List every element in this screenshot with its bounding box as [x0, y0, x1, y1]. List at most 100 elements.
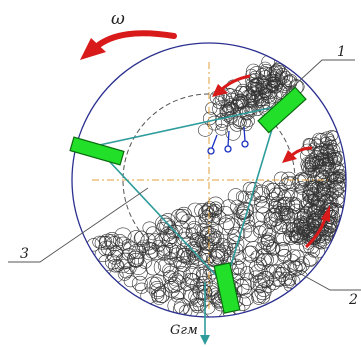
- grinding-ball: [302, 254, 317, 268]
- grinding-ball: [157, 240, 174, 257]
- grinding-ball: [111, 259, 125, 273]
- grinding-ball: [292, 218, 306, 235]
- grinding-ball: [219, 105, 235, 122]
- grinding-ball: [319, 193, 334, 209]
- grinding-ball: [253, 225, 267, 238]
- grinding-ball: [274, 206, 288, 220]
- grinding-ball: [129, 248, 145, 265]
- grinding-ball: [264, 252, 279, 266]
- grinding-ball: [268, 271, 287, 287]
- grinding-ball: [207, 223, 224, 238]
- grinding-ball: [212, 210, 227, 225]
- grinding-ball: [188, 289, 203, 304]
- callout-leaders: [8, 59, 361, 291]
- grinding-ball: [230, 199, 245, 215]
- grinding-ball: [258, 66, 272, 80]
- grinding-ball: [115, 252, 133, 270]
- gravity-force-arrow: [200, 282, 210, 345]
- grinding-ball: [232, 261, 247, 275]
- grinding-ball: [240, 272, 257, 290]
- grinding-ball: [250, 82, 265, 97]
- grinding-ball: [150, 274, 166, 288]
- grinding-ball: [222, 238, 236, 251]
- grinding-ball: [270, 68, 283, 82]
- grinding-ball: [198, 123, 213, 137]
- grinding-ball: [212, 101, 227, 117]
- grinding-ball: [279, 178, 292, 190]
- grinding-ball: [133, 264, 148, 281]
- grinding-ball: [255, 200, 270, 214]
- callout-label-2: 2: [348, 292, 358, 308]
- omega-label: ω: [111, 9, 125, 29]
- grinding-ball: [251, 289, 267, 305]
- grinding-ball: [326, 143, 341, 159]
- grinding-ball: [151, 288, 165, 303]
- blue-pendulum-marks: [207, 126, 249, 155]
- grinding-ball: [269, 264, 285, 278]
- grinding-ball: [151, 239, 166, 252]
- grinding-ball: [303, 251, 319, 266]
- grinding-ball: [241, 115, 255, 127]
- grinding-ball: [266, 241, 281, 255]
- grinding-ball: [179, 304, 193, 317]
- grinding-ball: [253, 95, 266, 109]
- grinding-ball: [290, 229, 305, 244]
- grinding-ball: [148, 281, 166, 300]
- grinding-ball: [273, 266, 287, 279]
- leader-3: [8, 187, 149, 263]
- grinding-ball: [319, 184, 332, 197]
- arrow-middle-right: [282, 146, 313, 163]
- grinding-ball: [94, 235, 112, 251]
- grinding-ball: [316, 231, 331, 246]
- grinding-ball: [233, 204, 250, 219]
- grinding-ball: [263, 67, 278, 82]
- grinding-ball: [287, 260, 303, 277]
- grinding-ball: [274, 67, 291, 85]
- grinding-ball: [113, 234, 127, 247]
- grinding-ball: [238, 190, 253, 204]
- tie-rods: [94, 105, 280, 286]
- grinding-ball: [204, 230, 220, 246]
- grinding-ball: [212, 96, 226, 109]
- grinding-ball: [274, 182, 288, 196]
- inner-dashed-circle: [122, 93, 296, 267]
- grinding-ball: [306, 218, 320, 230]
- grinding-ball: [108, 259, 124, 273]
- grinding-ball: [302, 216, 316, 230]
- lifter-left: [69, 136, 125, 166]
- grinding-ball: [270, 63, 285, 76]
- grinding-ball: [269, 65, 283, 78]
- grinding-ball: [327, 149, 342, 165]
- grinding-ball: [307, 180, 320, 193]
- grinding-ball: [326, 172, 339, 183]
- grinding-ball: [156, 245, 172, 261]
- grinding-ball: [123, 275, 138, 288]
- grinding-ball: [199, 237, 215, 251]
- grinding-ball: [320, 133, 335, 146]
- grinding-ball: [311, 156, 325, 170]
- grinding-ball: [229, 249, 246, 265]
- grinding-ball: [163, 270, 177, 285]
- grinding-ball: [170, 286, 186, 300]
- grinding-ball: [114, 227, 132, 244]
- grinding-ball: [174, 208, 191, 223]
- grinding-ball: [314, 173, 327, 186]
- grinding-ball: [259, 80, 273, 94]
- grinding-ball: [226, 102, 240, 114]
- drum-outline: [71, 42, 347, 318]
- grinding-ball: [263, 89, 278, 105]
- grinding-ball: [203, 111, 217, 126]
- grinding-ball: [318, 141, 334, 156]
- grinding-ball: [303, 181, 320, 198]
- grinding-ball: [167, 277, 183, 293]
- grinding-ball: [185, 273, 201, 289]
- grinding-ball: [235, 206, 251, 220]
- tie-rod-top: [94, 105, 280, 147]
- grinding-ball: [185, 264, 202, 281]
- grinding-ball: [145, 226, 160, 241]
- grinding-ball: [332, 184, 344, 196]
- grinding-ball: [105, 254, 121, 270]
- grinding-ball: [261, 232, 276, 248]
- grinding-ball: [245, 63, 261, 80]
